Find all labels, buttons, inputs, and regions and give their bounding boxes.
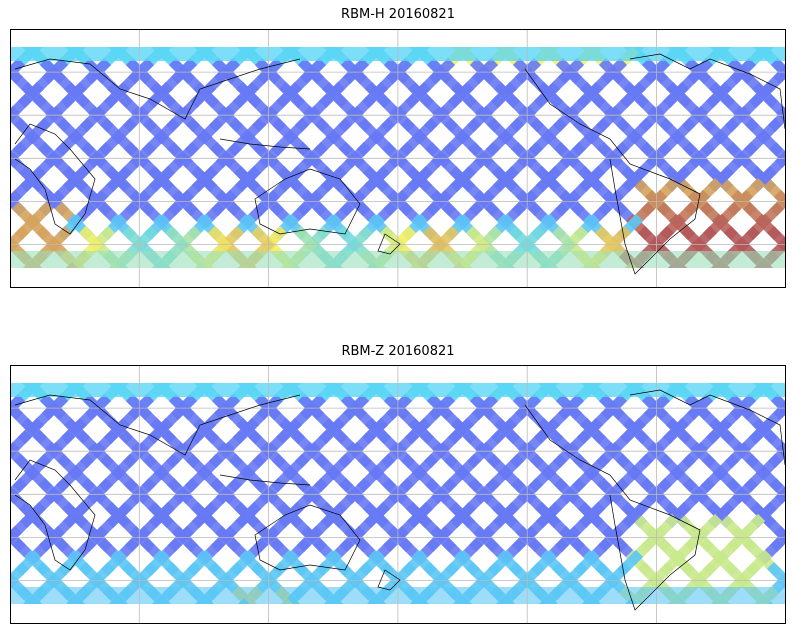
swath-segment [10, 525, 23, 546]
coastline [14, 58, 301, 120]
coastline [254, 168, 361, 235]
coastline [14, 394, 301, 456]
coastline [377, 569, 401, 591]
map-frame [10, 365, 786, 624]
coastline [629, 389, 786, 466]
coastline [524, 68, 701, 275]
map-panel-rbm-z [10, 365, 786, 624]
panel-title-bottom: RBM-Z 20160821 [341, 344, 455, 359]
coastline [629, 53, 786, 130]
swath-segment [10, 57, 26, 81]
swath-segment [10, 477, 28, 503]
coastline [219, 138, 311, 150]
map-frame [10, 29, 786, 288]
panel-title-top: RBM-H 20160821 [341, 7, 455, 22]
coastline [254, 504, 361, 571]
coastline [377, 233, 401, 255]
coastline [524, 404, 701, 611]
swath-segment [10, 141, 28, 167]
swath-segment [10, 189, 23, 210]
swath-segment [10, 393, 26, 417]
coastline [14, 459, 96, 571]
map-panel-rbm-h [10, 29, 786, 288]
coastline [219, 474, 311, 486]
coastline [14, 123, 96, 235]
